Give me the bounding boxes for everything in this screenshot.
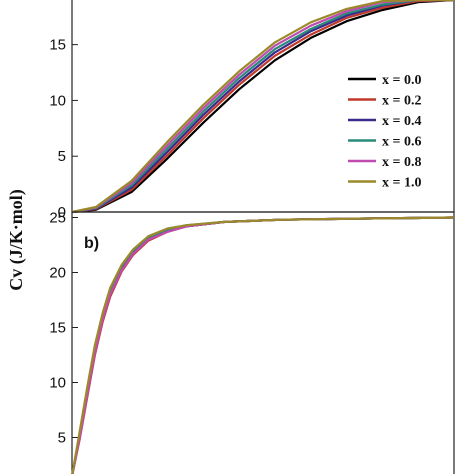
panel-b-ytick-label: 20 xyxy=(49,265,66,282)
legend-entry: x = 0.8 xyxy=(382,155,421,170)
panel-a-ytick-label: 5 xyxy=(58,148,66,165)
legend-entry: x = 0.4 xyxy=(382,114,421,129)
legend-entry: x = 0.2 xyxy=(382,94,421,109)
panel-b-frame xyxy=(71,211,455,474)
legend-entry: x = 0.6 xyxy=(382,135,421,150)
panel-b-ticks: 5 10 15 20 25 xyxy=(49,210,78,447)
panel-b-series xyxy=(71,216,455,474)
panel-b-label: b) xyxy=(84,235,99,252)
legend-entry: x = 0.0 xyxy=(382,73,421,88)
panel-b-ytick-label: 5 xyxy=(58,430,66,447)
panel-b: b) 5 10 15 20 25 xyxy=(49,210,455,474)
panel-b-ytick-label: 25 xyxy=(49,210,66,227)
panel-a-series-line xyxy=(71,0,455,214)
panel-a-ytick-label: 15 xyxy=(49,37,66,54)
panel-a-series-line xyxy=(71,0,454,214)
panel-a-series-line xyxy=(71,0,454,214)
legend: x = 0.0 x = 0.2 x = 0.4 x = 0.6 x = 0.8 x = 1… xyxy=(348,73,421,191)
panel-b-series-line xyxy=(71,216,455,474)
panel-a-series xyxy=(71,0,455,214)
y-axis-label: Cv (J/K·mol) xyxy=(6,189,27,291)
panel-a-ytick-label: 10 xyxy=(49,92,66,109)
legend-entry: x = 1.0 xyxy=(382,176,421,191)
panel-b-ytick-label: 10 xyxy=(49,375,66,392)
panel-a-series-line xyxy=(71,0,455,214)
panel-a-ytick-label: 0 xyxy=(58,204,66,221)
panel-b-ytick-label: 15 xyxy=(49,320,66,337)
